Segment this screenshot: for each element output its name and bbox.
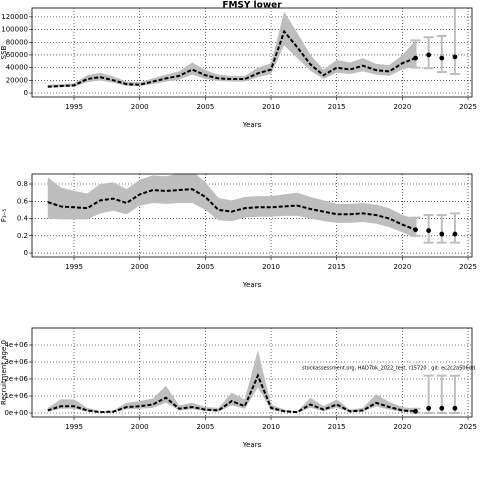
y-tick-label: 0 [24,249,28,257]
x-axis-label: Years [242,281,262,289]
x-tick-label: 2010 [262,423,280,431]
x-tick-label: 1995 [65,103,83,111]
confidence-band [47,11,416,88]
y-tick-label: 0.2 [17,232,28,240]
x-tick-label: 2010 [262,263,280,271]
y-tick-label: 0e+00 [4,409,28,417]
forecast-point [452,54,458,60]
x-tick-label: 2025 [459,423,477,431]
y-axis-label: Recruitment age 0 [0,340,8,405]
x-tick-label: 1995 [65,263,83,271]
y-tick-label: 80000 [6,38,28,46]
y-tick-label: 60000 [6,51,28,59]
x-tick-label: 2020 [393,263,411,271]
y-axis-label: F₃₋₅ [0,209,8,223]
annotation: stockassessment.org, HAD7bk_2022_test, r… [302,365,475,371]
x-tick-label: 2020 [393,103,411,111]
y-tick-label: 100000 [1,26,28,34]
panel [32,8,472,97]
y-tick-label: 0 [24,89,28,97]
y-tick-label: 2e+06 [4,375,28,383]
forecast-point [426,405,432,411]
x-tick-label: 2005 [196,263,214,271]
x-tick-label: 2015 [328,263,346,271]
plot-frame [31,327,473,418]
x-tick-label: 2000 [131,423,149,431]
panel [32,328,472,417]
panel [32,174,472,257]
y-tick-label: 3e+06 [4,358,28,366]
forecast-point [413,227,418,233]
chart-title: FMSY lower [222,1,282,11]
x-tick-label: 2010 [262,103,280,111]
x-tick-label: 2000 [131,103,149,111]
x-tick-label: 2025 [459,103,477,111]
x-tick-label: 2005 [196,423,214,431]
forecast-point [426,52,432,58]
estimate-line [47,188,416,231]
forecast-point [413,408,418,414]
y-axis-label: SSB [0,45,8,59]
estimate-line [47,373,416,414]
x-axis-label: Years [242,441,262,449]
y-tick-label: 120000 [1,13,28,21]
confidence-band [47,174,416,238]
forecast-point [452,231,458,237]
x-tick-label: 2000 [131,263,149,271]
forecast-point [413,55,418,61]
x-tick-label: 2020 [393,423,411,431]
y-tick-label: 0.8 [17,180,28,188]
forecast-point [452,405,458,411]
y-tick-label: 20000 [6,76,28,84]
plot-frame [31,173,473,258]
x-tick-label: 1995 [65,423,83,431]
forecast-point [439,231,445,237]
x-tick-label: 2025 [459,263,477,271]
forecast-point [439,405,445,411]
confidence-band [47,350,416,413]
x-tick-label: 2015 [328,103,346,111]
y-tick-label: 0.4 [17,215,29,223]
y-tick-label: 40000 [6,64,28,72]
forecast-point [426,228,432,233]
x-tick-label: 2005 [196,103,214,111]
y-tick-label: 1e+06 [4,392,28,400]
estimate-line [47,29,416,88]
plot-frame [31,7,473,98]
y-tick-label: 0.6 [17,197,29,205]
x-tick-label: 2015 [328,423,346,431]
x-axis-label: Years [242,121,262,129]
forecast-point [439,55,445,61]
y-tick-label: 4e+06 [4,341,28,349]
